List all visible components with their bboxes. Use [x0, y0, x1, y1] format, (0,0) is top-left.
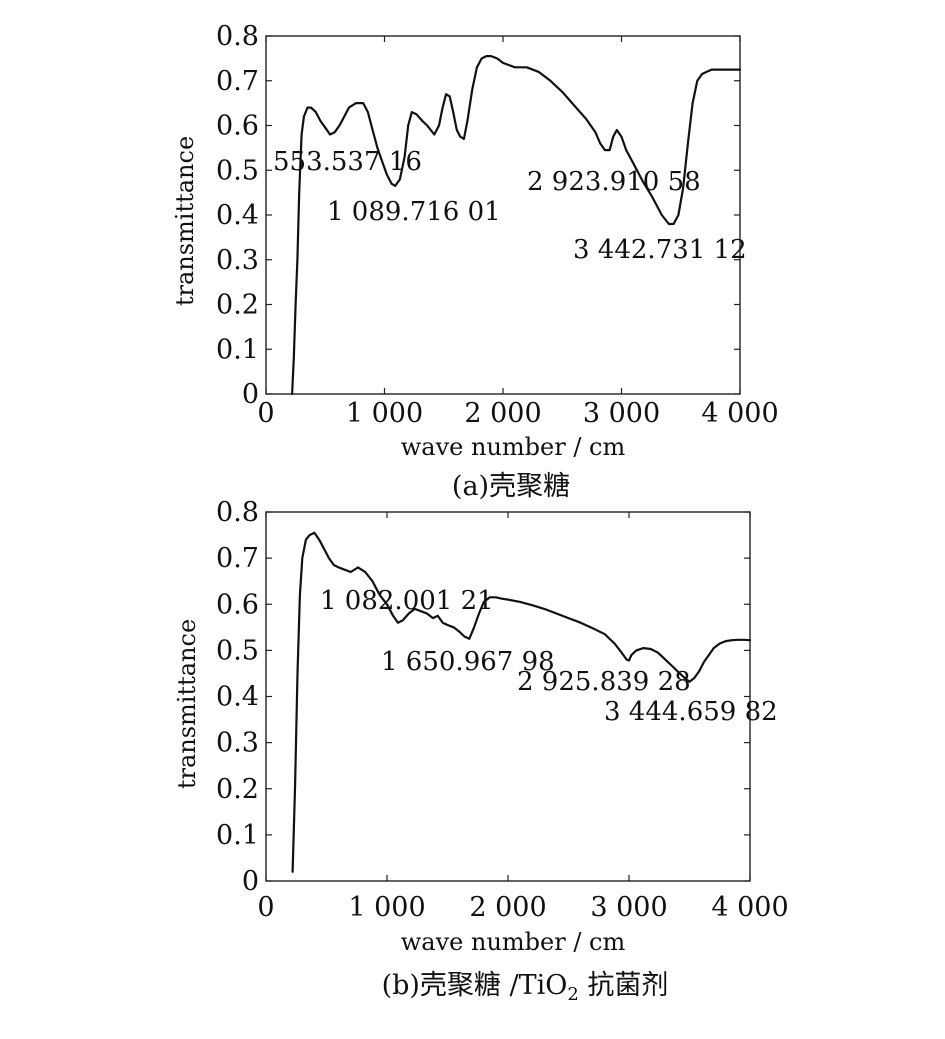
plot-frame [265, 35, 741, 395]
peak-annotations: 1 082.001 21 1 650.967 982 925.839 283 44… [320, 586, 778, 727]
spectrum-line [291, 531, 752, 873]
y-tick-label: 0.5 [216, 155, 259, 186]
y-tick-label: 0.2 [216, 774, 259, 805]
peak-label: 1 082.001 21 [320, 586, 494, 616]
y-tick-label: 0.8 [216, 21, 259, 52]
y-tick-label: 0.3 [216, 245, 259, 276]
y-tick-label: 0.3 [216, 728, 259, 759]
x-tick-label: 1 000 [348, 892, 425, 923]
caption-b-main: (b)壳聚糖 /TiO [382, 970, 568, 1001]
chart-panel-a: 0 0.1 0.2 0.3 0.4 0.5 0.6 0.7 0.8 0 1 000 2 000 3 0… [171, 21, 779, 502]
y-axis-label: transmittance [171, 136, 199, 306]
x-axis: 0 1 000 2 000 3 000 4 000 [257, 512, 789, 923]
caption-b-subscript: 2 [567, 984, 578, 1005]
y-tick-label: 0.8 [216, 497, 259, 528]
y-tick-label: 0.7 [216, 66, 259, 97]
caption-b-tail: 抗菌剂 [579, 970, 669, 1001]
y-tick-label: 0.4 [216, 200, 259, 231]
plot-frame [265, 511, 751, 882]
y-tick-label: 0.7 [216, 543, 259, 574]
x-tick-label: 3 000 [590, 892, 667, 923]
y-tick-label: 0 [242, 866, 259, 897]
x-tick-label: 1 000 [346, 398, 423, 429]
peak-label: 2 925.839 28 [517, 667, 691, 697]
y-axis: 0 0.1 0.2 0.3 0.4 0.5 0.6 0.7 0.8 [216, 21, 740, 410]
y-tick-label: 0.6 [216, 589, 259, 620]
chart-panel-b: 0 0.1 0.2 0.3 0.4 0.5 0.6 0.7 0.8 0 1 000 2 000 3 0… [173, 497, 789, 1005]
x-tick-label: 0 [257, 398, 274, 429]
caption-a: (a)壳聚糖 [452, 471, 570, 502]
peak-label: 553.537 16 [273, 147, 422, 177]
y-axis: 0 0.1 0.2 0.3 0.4 0.5 0.6 0.7 0.8 [216, 497, 750, 897]
x-axis: 0 1 000 2 000 3 000 4 000 [257, 36, 779, 429]
x-axis-label: wave number / cm [401, 928, 626, 956]
peak-label: 1 089.716 01 [327, 197, 501, 227]
peak-label: 3 444.659 82 [604, 697, 778, 727]
peak-label: 1 650.967 98 [381, 647, 555, 677]
x-tick-label: 0 [257, 892, 274, 923]
x-tick-label: 4 000 [711, 892, 788, 923]
y-tick-label: 0.1 [216, 820, 259, 851]
x-axis-label: wave number / cm [401, 433, 626, 461]
y-axis-label: transmittance [173, 619, 201, 789]
peak-label: 3 442.731 12 [573, 235, 747, 265]
peak-annotations: 553.537 16 1 089.716 01 2 923.910 58 3 442.… [273, 147, 747, 265]
spectrum-line [291, 55, 742, 396]
y-tick-label: 0.4 [216, 682, 259, 713]
caption-b: (b)壳聚糖 /TiO2 抗菌剂 [382, 970, 669, 1005]
y-tick-label: 0.6 [216, 111, 259, 142]
x-tick-label: 2 000 [469, 892, 546, 923]
y-tick-label: 0.1 [216, 334, 259, 365]
x-tick-label: 2 000 [464, 398, 541, 429]
y-tick-label: 0.2 [216, 290, 259, 321]
y-tick-label: 0.5 [216, 635, 259, 666]
y-tick-label: 0 [242, 379, 259, 410]
x-tick-label: 3 000 [583, 398, 660, 429]
x-tick-label: 4 000 [701, 398, 778, 429]
peak-label: 2 923.910 58 [527, 167, 701, 197]
